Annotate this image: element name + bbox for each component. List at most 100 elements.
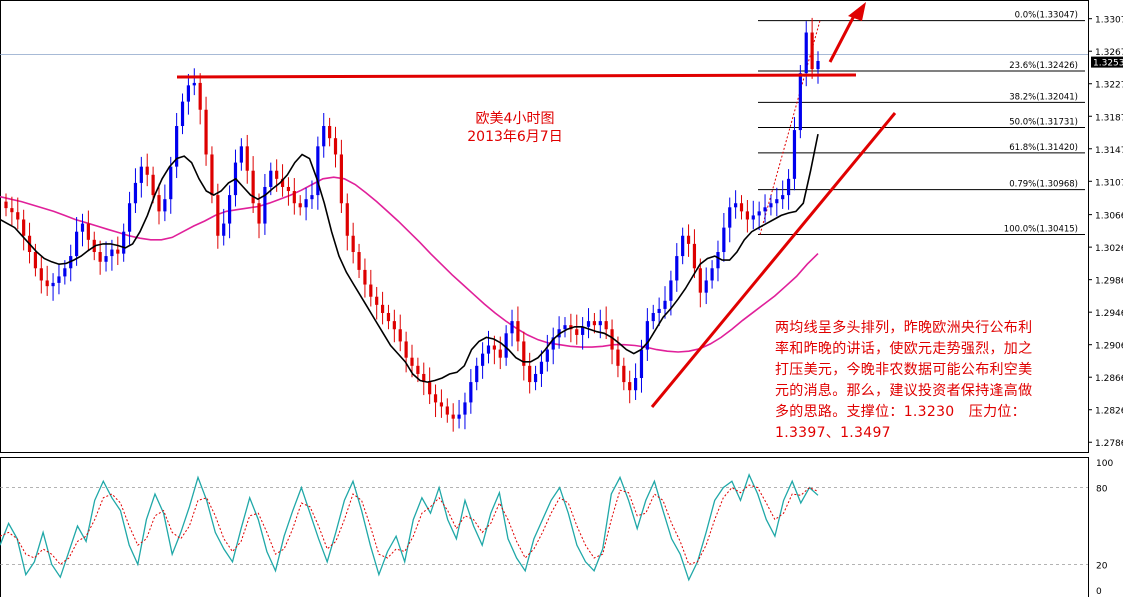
- candle-body: [22, 219, 26, 236]
- candle-body: [481, 353, 485, 366]
- candle-body: [522, 341, 526, 366]
- price-axis-label: 1.2946: [1095, 309, 1123, 319]
- candle-body: [510, 321, 514, 334]
- fib-level-label: 0.0%(1.33047): [1015, 11, 1078, 21]
- candle-body: [433, 394, 438, 403]
- candle-body: [333, 138, 338, 155]
- candle-body: [704, 280, 708, 293]
- candle-body: [781, 195, 785, 200]
- candle-body: [786, 178, 791, 196]
- current-price-box: [1091, 56, 1123, 68]
- candle-body: [645, 321, 649, 350]
- candle-body: [257, 203, 261, 224]
- fib-level-label: 50.0%(1.31731): [1009, 118, 1078, 128]
- candle-body: [375, 296, 379, 305]
- resistance-line: [176, 73, 857, 79]
- note-line: 两均线呈多头排列，昨晚欧洲央行公布利: [775, 320, 1033, 336]
- candle-body: [269, 170, 273, 187]
- price-axis-label: 1.2986: [1095, 277, 1123, 287]
- candle-body: [539, 361, 544, 374]
- candle-body: [598, 321, 602, 326]
- fast-moving-average-line: [0, 133, 819, 383]
- candle-body: [63, 268, 67, 277]
- up-arrow-head: [848, 2, 866, 21]
- candle-body: [145, 166, 149, 175]
- up-arrow-shaft: [828, 11, 858, 63]
- price-axis-label: 1.2906: [1095, 342, 1123, 352]
- candle-body: [551, 337, 555, 350]
- candle-body: [192, 82, 196, 86]
- price-axis-label: 1.2826: [1095, 407, 1123, 417]
- candle-body: [739, 203, 744, 212]
- candle-body: [127, 203, 132, 232]
- candle-body: [210, 154, 214, 196]
- candle-body: [469, 382, 473, 403]
- candle-body: [769, 203, 773, 208]
- candle-body: [86, 223, 90, 240]
- price-axis-label: 1.3307: [1095, 16, 1123, 26]
- fib-level-label: 0.79%(1.30968): [1009, 180, 1078, 190]
- candle-body: [410, 357, 414, 366]
- candle-body: [286, 186, 291, 192]
- candle-body: [492, 345, 496, 350]
- fib-level-label: 100.0%(1.30415): [1004, 225, 1078, 235]
- note-line: 打压美元，今晚非农数据可能公布利空美: [775, 362, 1033, 378]
- candle-body: [322, 126, 326, 147]
- candle-body: [498, 349, 502, 358]
- candle-body: [486, 345, 491, 354]
- candle-body: [310, 195, 314, 200]
- candle-body: [639, 349, 644, 379]
- fib-trend-line: [759, 20, 821, 235]
- candle-body: [528, 365, 532, 383]
- note-line: 多的思路。支撑位：1.3230 压力位：: [775, 404, 1026, 420]
- candle-body: [816, 60, 820, 70]
- analysis-note: 两均线呈多头排列，昨晚欧洲央行公布利 率和昨晚的讲话，使欧元走势强烈，加之 打压…: [775, 318, 1095, 444]
- candle-body: [80, 223, 85, 232]
- candle-body: [716, 252, 720, 269]
- candle-body: [298, 203, 302, 208]
- candle-body: [110, 249, 114, 257]
- candle-body: [180, 101, 185, 127]
- candle-body: [45, 280, 49, 287]
- candle-body: [328, 126, 332, 139]
- candle-body: [157, 195, 161, 212]
- fib-level-label: 61.8%(1.31420): [1009, 143, 1078, 153]
- candle-body: [139, 166, 143, 183]
- candle-body: [416, 365, 420, 374]
- candle-body: [610, 329, 614, 350]
- candle-body: [51, 282, 55, 287]
- candle-body: [4, 201, 8, 209]
- candle-body: [251, 170, 255, 204]
- candle-body: [216, 195, 220, 236]
- uptrend-line: [650, 112, 897, 408]
- fib-level-label: 38.2%(1.32041): [1009, 92, 1078, 102]
- candle-body: [798, 73, 802, 131]
- candle-body: [380, 304, 385, 313]
- candle-body: [351, 235, 355, 253]
- candle-body: [604, 321, 608, 330]
- candle-body: [692, 243, 697, 269]
- fib-level-label: 23.6%(1.32426): [1009, 61, 1078, 71]
- candle-body: [363, 269, 367, 285]
- candle-body: [369, 284, 373, 297]
- candle-body: [681, 235, 685, 257]
- candle-body: [734, 203, 738, 208]
- candle-body: [122, 231, 126, 254]
- candle-body: [98, 252, 102, 262]
- candle-body: [686, 235, 691, 244]
- price-axis-label: 1.3066: [1095, 212, 1123, 222]
- candle-body: [275, 170, 279, 179]
- candle-body: [628, 382, 632, 391]
- current-price-label: 1.3253: [1093, 59, 1123, 69]
- candle-body: [198, 82, 202, 110]
- candle-body: [345, 203, 349, 236]
- candle-body: [280, 178, 285, 187]
- candle-body: [745, 211, 749, 220]
- candle-body: [39, 268, 43, 281]
- candle-body: [575, 329, 579, 335]
- oscillator-axis-label: 80: [1096, 485, 1108, 495]
- candle-body: [722, 227, 726, 253]
- price-axis-label: 1.3147: [1095, 146, 1123, 156]
- candle-body: [386, 312, 391, 322]
- candle-body: [669, 280, 673, 301]
